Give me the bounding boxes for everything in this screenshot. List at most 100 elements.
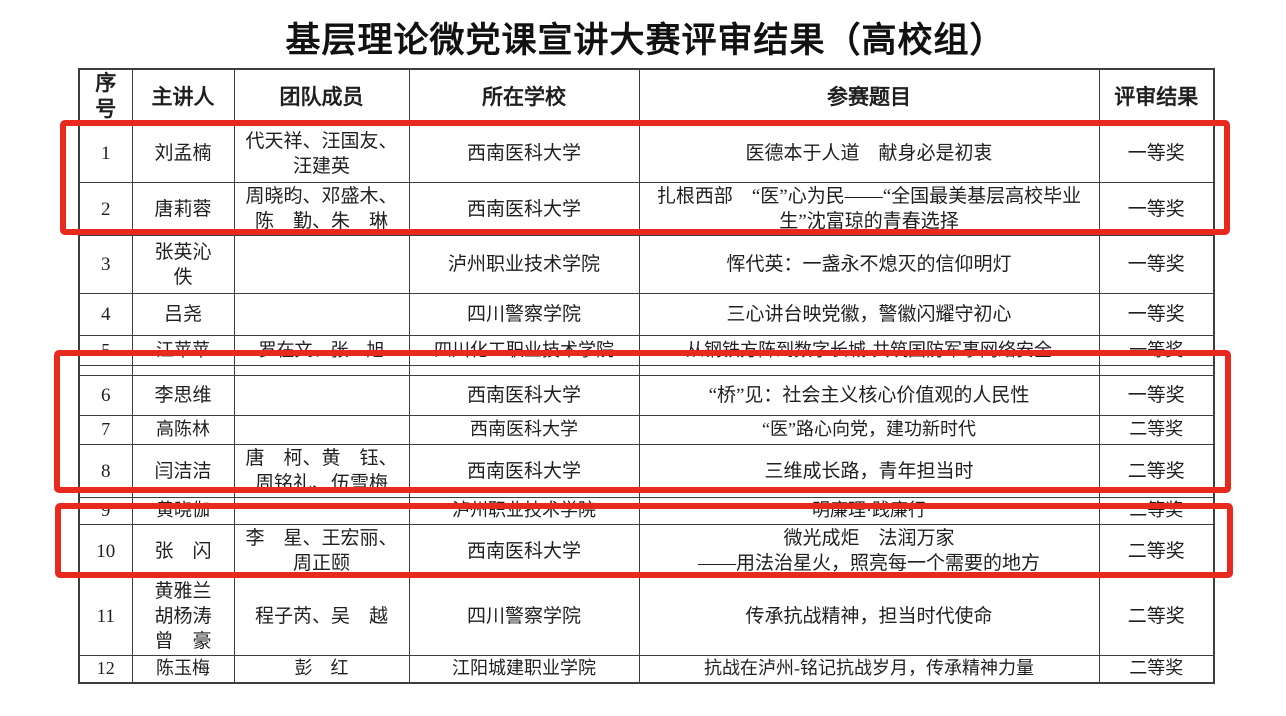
table-row: 3 张英沁 佚 泸州职业技术学院 恽代英：一盏永不熄灭的信仰明灯 一等奖 <box>78 235 1215 295</box>
cell-topic: 抗战在泸州-铭记抗战岁月，传承精神力量 <box>638 655 1100 684</box>
cell-result: 一等奖 <box>1098 375 1215 417</box>
cell-no: 10 <box>78 524 133 579</box>
cell-school: 西南医科大学 <box>408 415 640 446</box>
cell-result: 二等奖 <box>1098 577 1215 657</box>
cell-topic: 微光成炬 法润万家 ——用法治星火，照亮每一个需要的地方 <box>638 524 1100 579</box>
cell-school: 西南医科大学 <box>408 444 640 499</box>
cell-team: 周晓昀、邓盛木、陈 勤、朱 琳 <box>233 181 410 237</box>
cell-team: 李 星、王宏丽、周正颐 <box>233 524 410 579</box>
table-row: 7 高陈林 西南医科大学 “医”路心向党，建功新时代 二等奖 <box>78 415 1215 446</box>
cell-speaker: 张 闪 <box>131 524 235 579</box>
cell-no: 9 <box>78 497 133 526</box>
cell-speaker: 黄雅兰 胡杨涛 曾 豪 <box>131 577 235 657</box>
cell-result: 二等奖 <box>1098 444 1215 499</box>
cell-team <box>233 235 410 295</box>
table-row: 12 陈玉梅 彭 红 江阳城建职业学院 抗战在泸州-铭记抗战岁月，传承精神力量 … <box>78 655 1215 684</box>
header-school: 所在学校 <box>408 68 640 126</box>
cell-result: 二等奖 <box>1098 497 1215 526</box>
cell-no: 2 <box>78 181 133 237</box>
cell-school: 西南医科大学 <box>408 181 640 237</box>
cell-team <box>233 415 410 446</box>
cell-result: 一等奖 <box>1098 235 1215 295</box>
cell-topic: 恽代英：一盏永不熄灭的信仰明灯 <box>638 235 1100 295</box>
cell-topic: 扎根西部 “医”心为民——“全国最美基层高校毕业生”沈富琼的青春选择 <box>638 181 1100 237</box>
cell-empty <box>408 365 640 377</box>
cell-result: 一等奖 <box>1098 181 1215 237</box>
cell-result: 一等奖 <box>1098 335 1215 367</box>
page-break-sliver-row <box>78 365 1215 377</box>
cell-result: 一等奖 <box>1098 293 1215 337</box>
cell-speaker: 张英沁 佚 <box>131 235 235 295</box>
header-result: 评审结果 <box>1098 68 1215 126</box>
cell-no: 8 <box>78 444 133 499</box>
cell-empty <box>1098 365 1215 377</box>
table-row: 8 闫洁洁 唐 柯、黄 钰、周铭礼、伍雪梅 西南医科大学 三维成长路，青年担当时… <box>78 444 1215 499</box>
cell-school: 四川化工职业技术学院 <box>408 335 640 367</box>
cell-team: 唐 柯、黄 钰、周铭礼、伍雪梅 <box>233 444 410 499</box>
cell-team <box>233 293 410 337</box>
cell-topic: 明廉理·践廉行 <box>638 497 1100 526</box>
cell-topic: 医德本于人道 献身必是初衷 <box>638 124 1100 183</box>
cell-result: 一等奖 <box>1098 124 1215 183</box>
table-row: 1 刘孟楠 代天祥、汪国友、汪建英 西南医科大学 医德本于人道 献身必是初衷 一… <box>78 124 1215 183</box>
cell-speaker: 刘孟楠 <box>131 124 235 183</box>
cell-school: 四川警察学院 <box>408 577 640 657</box>
cell-speaker: 陈玉梅 <box>131 655 235 684</box>
cell-team: 代天祥、汪国友、汪建英 <box>233 124 410 183</box>
cell-team <box>233 375 410 417</box>
cell-topic: 三维成长路，青年担当时 <box>638 444 1100 499</box>
cell-school: 泸州职业技术学院 <box>408 497 640 526</box>
header-no-label: 序号 <box>95 72 117 122</box>
cell-school: 四川警察学院 <box>408 293 640 337</box>
cell-topic: 传承抗战精神，担当时代使命 <box>638 577 1100 657</box>
header-speaker: 主讲人 <box>131 68 235 126</box>
cell-speaker: 高陈林 <box>131 415 235 446</box>
cell-team: 彭 红 <box>233 655 410 684</box>
cell-no: 4 <box>78 293 133 337</box>
table-row: 6 李思维 西南医科大学 “桥”见：社会主义核心价值观的人民性 一等奖 <box>78 375 1215 417</box>
cell-result: 二等奖 <box>1098 524 1215 579</box>
cell-topic: 三心讲台映党徽，警徽闪耀守初心 <box>638 293 1100 337</box>
cell-speaker: 唐莉蓉 <box>131 181 235 237</box>
header-row: 序号 主讲人 团队成员 所在学校 参赛题目 评审结果 <box>78 68 1215 126</box>
cell-school: 泸州职业技术学院 <box>408 235 640 295</box>
cell-result: 二等奖 <box>1098 655 1215 684</box>
table-row: 9 黄晓伽 泸州职业技术学院 明廉理·践廉行 二等奖 <box>78 497 1215 526</box>
header-team: 团队成员 <box>233 68 410 126</box>
cell-no: 7 <box>78 415 133 446</box>
cell-school: 西南医科大学 <box>408 124 640 183</box>
table-row: 11 黄雅兰 胡杨涛 曾 豪 程子芮、吴 越 四川警察学院 传承抗战精神，担当时… <box>78 577 1215 657</box>
cell-no: 5 <box>78 335 133 367</box>
cell-speaker: 闫洁洁 <box>131 444 235 499</box>
table-row: 4 吕尧 四川警察学院 三心讲台映党徽，警徽闪耀守初心 一等奖 <box>78 293 1215 337</box>
cell-school: 江阳城建职业学院 <box>408 655 640 684</box>
cell-empty <box>638 365 1100 377</box>
table-row: 10 张 闪 李 星、王宏丽、周正颐 西南医科大学 微光成炬 法润万家 ——用法… <box>78 524 1215 579</box>
cell-speaker: 江苹苹 <box>131 335 235 367</box>
cell-school: 西南医科大学 <box>408 375 640 417</box>
cell-team: 程子芮、吴 越 <box>233 577 410 657</box>
cell-no: 11 <box>78 577 133 657</box>
results-table: 序号 主讲人 团队成员 所在学校 参赛题目 评审结果 1 刘孟楠 代天祥、汪国友… <box>78 68 1215 685</box>
page-title: 基层理论微党课宣讲大赛评审结果（高校组） <box>285 21 1006 60</box>
cell-no: 3 <box>78 235 133 295</box>
header-topic: 参赛题目 <box>638 68 1100 126</box>
cell-empty <box>131 365 235 377</box>
cell-topic: “桥”见：社会主义核心价值观的人民性 <box>638 375 1100 417</box>
cell-speaker: 黄晓伽 <box>131 497 235 526</box>
cell-no: 1 <box>78 124 133 183</box>
cell-topic: 从钢铁方阵到数字长城-共筑国防军事网络安全 <box>638 335 1100 367</box>
table-row: 5 江苹苹 罗在文、张 旭 四川化工职业技术学院 从钢铁方阵到数字长城-共筑国防… <box>78 335 1215 367</box>
cell-empty <box>78 365 133 377</box>
cell-speaker: 李思维 <box>131 375 235 417</box>
cell-no: 12 <box>78 655 133 684</box>
cell-team <box>233 497 410 526</box>
cell-no: 6 <box>78 375 133 417</box>
cell-speaker: 吕尧 <box>131 293 235 337</box>
table-row: 2 唐莉蓉 周晓昀、邓盛木、陈 勤、朱 琳 西南医科大学 扎根西部 “医”心为民… <box>78 181 1215 237</box>
cell-school: 西南医科大学 <box>408 524 640 579</box>
header-no: 序号 <box>78 68 133 126</box>
cell-topic: “医”路心向党，建功新时代 <box>638 415 1100 446</box>
cell-result: 二等奖 <box>1098 415 1215 446</box>
